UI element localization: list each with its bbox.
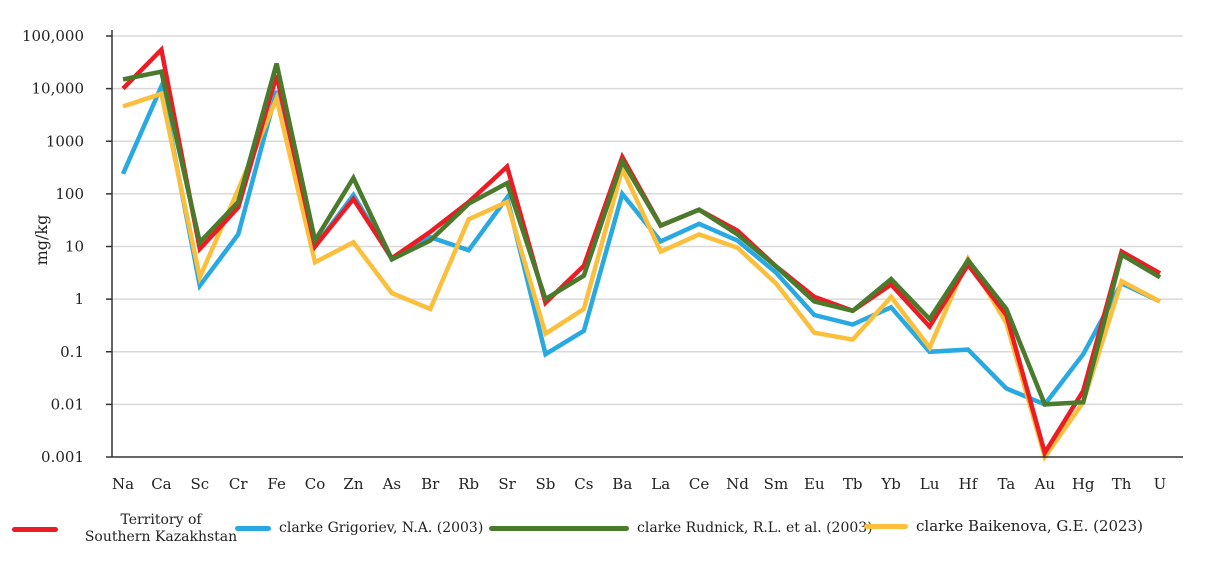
y-tick-label: 0.001 <box>41 448 84 466</box>
y-tick-label: 100,000 <box>22 27 84 45</box>
x-tick-label: U <box>1154 475 1167 493</box>
line-chart: 100,000 10,000 1000 100 10 1 0.1 0.01 0.001 Na Ca… <box>22 27 1183 493</box>
y-tick-label: 0.1 <box>60 343 84 361</box>
x-tick-label: Ce <box>689 475 709 493</box>
y-axis-ticks: 100,000 10,000 1000 100 10 1 0.1 0.01 0.001 <box>22 27 112 466</box>
x-tick-label: Lu <box>920 475 940 493</box>
x-axis-labels: Na Ca Sc Cr Fe Co Zn As Br Rb Sr Sb Cs Ba La Ce Nd Sm Eu Tb… <box>112 475 1166 493</box>
legend-swatch-yellow <box>864 524 908 529</box>
x-tick-label: Fe <box>267 475 286 493</box>
series-line-clarke-grigoriev-n-a-2003 <box>120 78 1161 408</box>
x-tick-label: Ta <box>997 475 1015 493</box>
legend-label-line2: Southern Kazakhstan <box>84 529 238 545</box>
x-tick-label: Sr <box>498 475 516 493</box>
x-tick-label: Yb <box>880 475 901 493</box>
legend-swatch-red <box>12 526 58 532</box>
x-tick-label: Cs <box>574 475 593 493</box>
x-tick-label: Ba <box>612 475 632 493</box>
legend-item-baikenova: clarke Baikenova, G.E. (2023) <box>864 518 1143 535</box>
x-tick-label: Th <box>1112 475 1132 493</box>
legend-label-rudnick: clarke Rudnick, R.L. et al. (2003) <box>637 520 873 536</box>
x-tick-label: Cr <box>229 475 248 493</box>
x-tick-label: Nd <box>726 475 749 493</box>
legend-item-grigoriev: clarke Grigoriev, N.A. (2003) <box>235 520 483 537</box>
x-tick-label: Hg <box>1072 475 1095 493</box>
legend-swatch-green <box>489 526 629 531</box>
x-tick-label: Co <box>305 475 326 493</box>
series-line-clarke-rudnick-r-l-et-al-2003 <box>122 62 1162 407</box>
y-tick-label: 10 <box>65 238 84 256</box>
legend-label-grigoriev: clarke Grigoriev, N.A. (2003) <box>279 520 484 536</box>
y-tick-label: 1 <box>74 290 84 308</box>
x-tick-label: Br <box>421 475 440 493</box>
legend-label-southern-kazakhstan: Territory of Southern Kazakhstan <box>66 512 256 546</box>
x-tick-label: Sm <box>764 475 789 493</box>
x-tick-label: Tb <box>843 475 863 493</box>
y-tick-label: 0.01 <box>51 395 84 413</box>
x-tick-label: Eu <box>804 475 825 493</box>
legend: Territory of Southern Kazakhstan clarke … <box>0 508 1229 558</box>
legend-swatch-blue <box>235 526 271 531</box>
x-tick-label: Sb <box>536 475 556 493</box>
x-tick-label: Ca <box>151 475 171 493</box>
x-tick-label: Zn <box>343 475 363 493</box>
legend-item-rudnick: clarke Rudnick, R.L. et al. (2003) <box>489 520 873 537</box>
legend-item-southern-kazakhstan: Territory of Southern Kazakhstan <box>12 512 256 546</box>
x-tick-label: As <box>382 475 402 493</box>
y-axis-label: mg/kg <box>32 215 51 266</box>
x-tick-label: Au <box>1034 475 1056 493</box>
legend-label-line1: Territory of <box>120 512 202 528</box>
legend-label-baikenova: clarke Baikenova, G.E. (2023) <box>916 517 1143 535</box>
y-tick-label: 10,000 <box>32 80 85 98</box>
y-tick-label: 100 <box>55 185 84 203</box>
series-lines <box>120 45 1162 463</box>
x-tick-label: Hf <box>959 475 979 493</box>
x-tick-label: Sc <box>190 475 209 493</box>
x-tick-label: La <box>651 475 670 493</box>
y-tick-label: 1000 <box>46 132 84 150</box>
series-line-clarke-baikenova-g-e-2023 <box>122 90 1162 463</box>
x-tick-label: Rb <box>458 475 479 493</box>
x-tick-label: Na <box>112 475 134 493</box>
